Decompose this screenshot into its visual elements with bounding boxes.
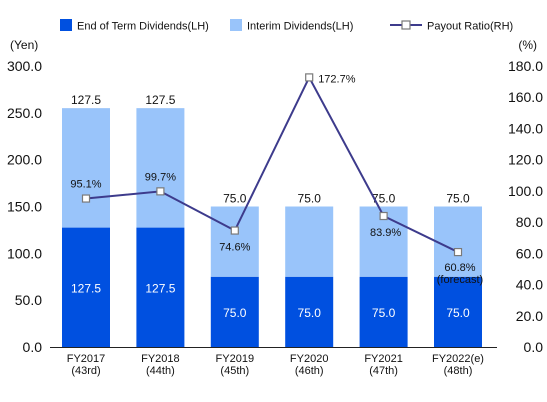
bar-interim-label: 75.0	[372, 192, 396, 206]
payout-ratio-label: 172.7%	[318, 73, 356, 85]
bar-interim	[136, 108, 185, 228]
bar-end-of-term-label: 127.5	[71, 281, 101, 295]
bar-end-of-term-label: 75.0	[446, 306, 470, 320]
bar-interim-label: 75.0	[298, 192, 322, 206]
payout-ratio-point	[81, 194, 91, 203]
bar-interim-label: 127.5	[145, 93, 175, 107]
left-tick-label: 150.0	[7, 199, 42, 215]
payout-ratio-point	[379, 211, 388, 221]
right-tick-label: 180.0	[508, 58, 543, 74]
legend-label-3: Payout Ratio(RH)	[427, 21, 513, 33]
bar-interim	[62, 108, 110, 228]
bar-end-of-term-label: 75.0	[372, 306, 396, 320]
payout-ratio-note: (forecast)	[437, 274, 483, 286]
legend-label-2: Interim Dividends(LH)	[247, 21, 353, 33]
bar-interim	[434, 206, 482, 277]
payout-ratio-label: 83.9%	[370, 227, 401, 239]
left-axis-unit: (Yen)	[10, 38, 38, 52]
bar-end-of-term	[62, 227, 110, 347]
bar-end-of-term	[210, 276, 259, 347]
bar-end-of-term-label: 75.0	[223, 306, 247, 320]
payout-ratio-point	[230, 226, 239, 235]
category-label: FY2021	[364, 353, 403, 365]
category-sublabel: (43rd)	[71, 365, 100, 377]
left-tick-label: 300.0	[7, 58, 42, 74]
bar-end-of-term-label: 75.0	[298, 306, 322, 320]
payout-ratio-label: 99.7%	[145, 171, 176, 183]
bar-interim	[285, 206, 334, 277]
right-tick-label: 120.0	[508, 152, 543, 168]
legend-swatch-2	[230, 19, 242, 31]
right-tick-label: 40.0	[516, 277, 543, 293]
bar-end-of-term	[285, 276, 334, 347]
category-label: FY2018	[141, 353, 180, 365]
left-tick-label: 200.0	[7, 152, 42, 168]
left-tick-label: 0.0	[23, 339, 43, 355]
left-tick-label: 250.0	[7, 105, 42, 121]
category-sublabel: (46th)	[295, 365, 324, 377]
category-label: FY2020	[290, 353, 329, 365]
payout-ratio-point	[305, 73, 314, 82]
category-sublabel: (48th)	[444, 365, 473, 377]
category-label: FY2019	[216, 353, 255, 365]
bar-interim-label: 75.0	[223, 192, 247, 206]
right-tick-label: 20.0	[516, 308, 543, 324]
bar-interim	[210, 206, 259, 277]
legend-line-marker	[401, 20, 411, 30]
category-label: FY2022(e)	[432, 353, 484, 365]
payout-ratio-point	[156, 187, 165, 196]
right-tick-label: 140.0	[508, 120, 543, 136]
bar-end-of-term-label: 127.5	[145, 281, 175, 295]
category-sublabel: (47th)	[369, 365, 398, 377]
category-label: FY2017	[67, 353, 106, 365]
payout-ratio-point	[453, 247, 463, 257]
legend-swatch-1	[60, 19, 72, 31]
payout-ratio-label: 60.8%	[444, 262, 475, 274]
payout-ratio-label: 95.1%	[70, 179, 101, 191]
legend-label-1: End of Term Dividends(LH)	[77, 21, 209, 33]
right-tick-label: 160.0	[508, 89, 543, 105]
bar-interim-label: 75.0	[446, 192, 470, 206]
bar-interim-label: 127.5	[71, 93, 101, 107]
left-tick-label: 100.0	[7, 245, 42, 261]
bar-end-of-term	[136, 227, 185, 347]
category-sublabel: (44th)	[146, 365, 175, 377]
category-sublabel: (45th)	[220, 365, 249, 377]
right-tick-label: 60.0	[516, 245, 543, 261]
left-tick-label: 50.0	[15, 292, 42, 308]
bar-end-of-term	[359, 276, 408, 347]
bar-end-of-term	[434, 276, 482, 347]
payout-ratio-line	[85, 75, 459, 253]
right-tick-label: 100.0	[508, 183, 543, 199]
right-tick-label: 0.0	[524, 339, 544, 355]
right-axis-unit: (%)	[518, 38, 537, 52]
payout-ratio-label: 74.6%	[219, 242, 250, 254]
right-tick-label: 80.0	[516, 214, 543, 230]
